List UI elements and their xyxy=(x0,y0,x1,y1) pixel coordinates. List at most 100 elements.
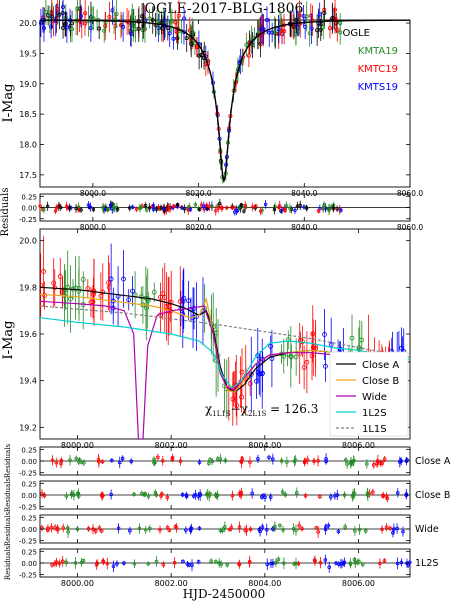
x-tick-label: 8040.0 xyxy=(291,189,317,198)
data-point xyxy=(207,494,212,498)
data-point xyxy=(385,496,390,501)
data-point xyxy=(399,459,403,464)
data-point xyxy=(382,559,387,563)
data-point xyxy=(105,561,110,566)
data-point xyxy=(91,527,95,531)
data-point xyxy=(159,494,163,498)
data-point xyxy=(223,458,228,463)
y-tick-label: -0.25 xyxy=(19,470,37,478)
data-point xyxy=(151,289,157,295)
data-point xyxy=(114,12,119,17)
data-point xyxy=(152,457,156,462)
data-point xyxy=(282,207,286,211)
data-point xyxy=(268,343,274,349)
data-point xyxy=(142,16,147,21)
data-point xyxy=(188,528,193,533)
data-point xyxy=(312,459,316,463)
x-tick-label: 8006.00 xyxy=(342,579,375,588)
data-point xyxy=(248,460,252,464)
data-point xyxy=(137,526,142,531)
data-point xyxy=(91,288,97,294)
data-point xyxy=(68,296,73,302)
data-point xyxy=(260,525,265,529)
y-tick-label: 20.0 xyxy=(19,19,37,28)
data-point xyxy=(96,457,101,462)
data-point xyxy=(239,369,245,375)
data-point xyxy=(395,561,400,566)
data-point xyxy=(264,527,269,532)
y-tick-label: 18.0 xyxy=(19,140,37,149)
data-point xyxy=(103,23,108,28)
data-point xyxy=(323,558,328,562)
data-point xyxy=(61,25,66,30)
data-point xyxy=(193,203,198,207)
data-point xyxy=(170,455,175,460)
data-point xyxy=(116,526,121,531)
chi2-annotation: χ1L1S−χ2L1S = 126.3 xyxy=(205,402,318,418)
data-point xyxy=(86,527,91,531)
legend-ogle: OGLE xyxy=(342,28,370,39)
data-point xyxy=(86,203,91,207)
data-point xyxy=(57,12,62,17)
data-point xyxy=(128,528,132,533)
data-point xyxy=(45,204,50,208)
data-point xyxy=(399,345,404,351)
data-point xyxy=(41,269,47,274)
data-point xyxy=(143,528,148,532)
legend-kmts19: KMTS19 xyxy=(358,82,398,93)
chi2-prefix: χ xyxy=(205,402,213,416)
y-tick-label: -0.25 xyxy=(19,572,37,580)
data-point xyxy=(237,205,241,210)
data-point xyxy=(132,561,137,566)
data-point xyxy=(378,561,382,566)
x-tick-label: 8004.00 xyxy=(248,579,281,588)
data-point xyxy=(270,30,275,35)
data-point xyxy=(269,561,273,566)
data-point xyxy=(308,13,313,18)
data-point xyxy=(216,206,220,210)
data-point xyxy=(338,30,343,35)
data-point xyxy=(267,455,271,460)
data-point xyxy=(69,492,74,497)
data-point xyxy=(276,557,281,562)
data-point xyxy=(380,527,384,532)
x-tick-label: 8002.00 xyxy=(155,441,188,450)
data-point xyxy=(161,562,166,567)
data-point xyxy=(256,371,262,377)
data-point xyxy=(304,359,310,365)
y-tick-label: 19.4 xyxy=(19,377,37,386)
data-point xyxy=(111,564,116,569)
strip-ylabel: Residuals xyxy=(4,477,12,512)
data-point xyxy=(99,529,104,533)
data-point xyxy=(41,26,46,31)
data-point xyxy=(91,207,96,212)
data-point xyxy=(303,493,308,498)
data-point xyxy=(318,494,322,499)
chi2-suffix: = 126.3 xyxy=(266,402,318,416)
data-point xyxy=(343,525,347,529)
data-point xyxy=(329,495,333,499)
data-point xyxy=(237,562,242,567)
model-curve-1l2s xyxy=(40,317,410,389)
top-ylabel: I-Mag xyxy=(1,84,16,123)
data-point xyxy=(176,13,181,18)
zoom-ylabel: I-Mag xyxy=(1,321,16,360)
data-point xyxy=(101,205,105,210)
data-point xyxy=(100,494,104,498)
data-point xyxy=(371,490,375,494)
data-point xyxy=(328,26,333,31)
x-tick-label: 8040.0 xyxy=(291,223,317,232)
data-point xyxy=(225,563,229,567)
data-point xyxy=(351,459,356,463)
data-point xyxy=(274,560,278,565)
data-point xyxy=(147,206,152,210)
data-point xyxy=(239,203,244,207)
y-tick-label: 0.25 xyxy=(21,548,37,556)
x-tick-label: 8002.00 xyxy=(155,579,188,588)
y-tick-label: 19.0 xyxy=(19,80,37,89)
data-point xyxy=(51,280,57,286)
data-point xyxy=(50,458,55,463)
data-point xyxy=(357,527,362,532)
data-point xyxy=(314,526,318,530)
data-point xyxy=(255,353,261,358)
